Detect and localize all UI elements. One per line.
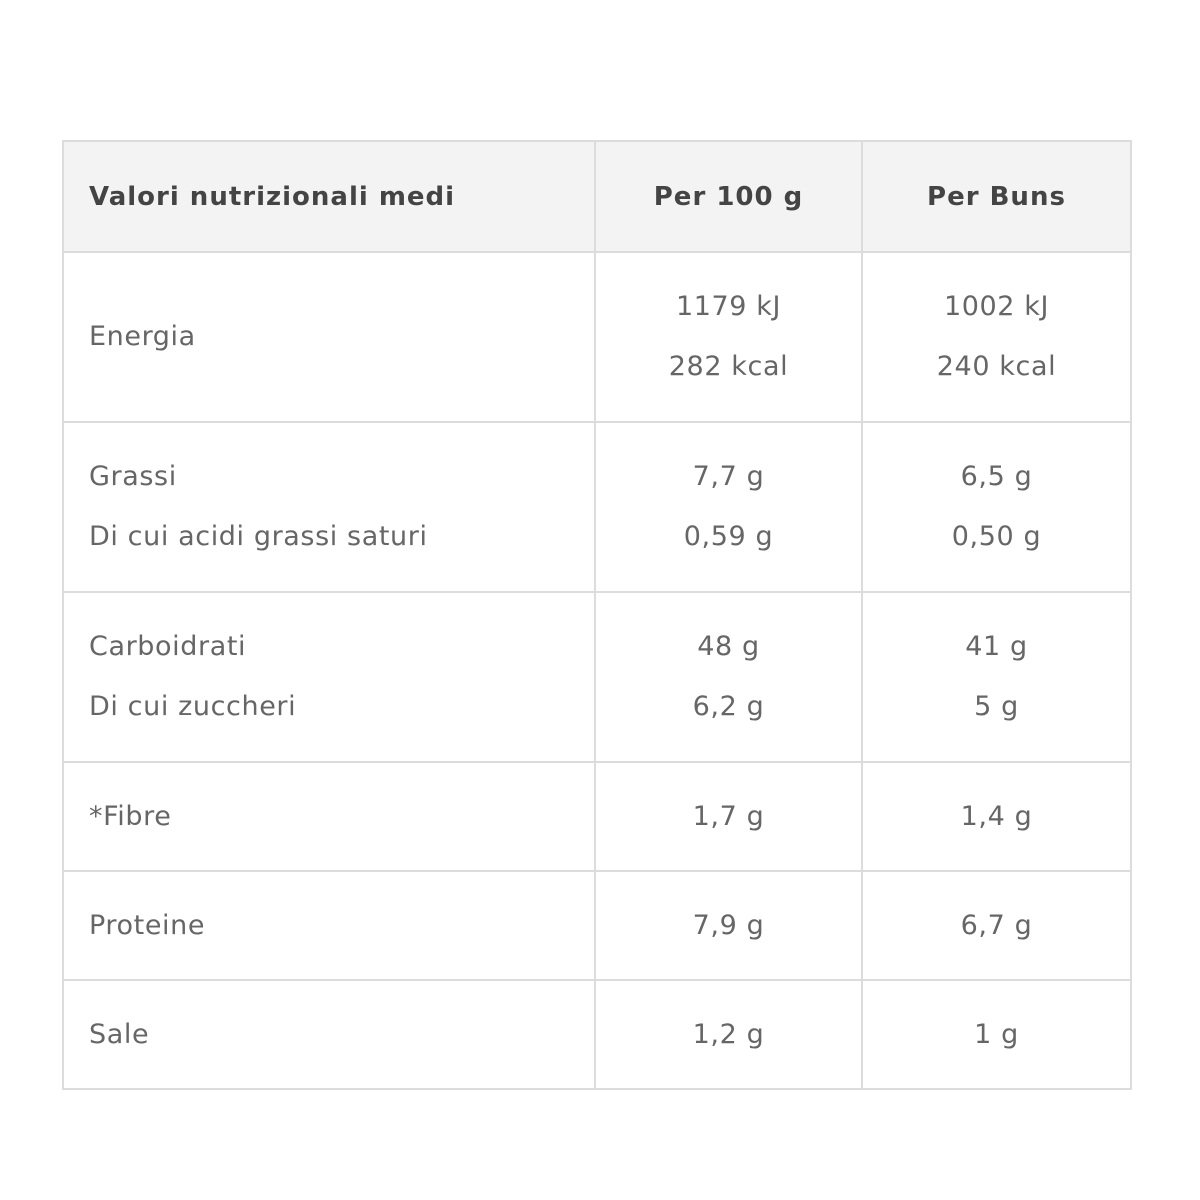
cell-text: 7,9 g: [692, 909, 765, 941]
cell-text: 282 kcal: [668, 351, 789, 382]
table-row: Proteine 7,9 g 6,7 g: [62, 870, 1132, 981]
per-buns-cell: 6,7 g: [861, 870, 1132, 981]
per-100g-cell: 1,7 g: [594, 761, 863, 872]
per-buns-cell: 1002 kJ 240 kcal: [861, 251, 1132, 423]
cell-text: Proteine: [89, 909, 206, 941]
nutrient-cell: *Fibre: [62, 761, 596, 872]
per-buns-cell: 6,5 g 0,50 g: [861, 421, 1132, 593]
cell-text: Di cui acidi grassi saturi: [89, 521, 428, 552]
cell-text: 240 kcal: [936, 351, 1057, 382]
cell-text: 1 g: [974, 1018, 1019, 1050]
cell-text: Di cui zuccheri: [89, 691, 297, 722]
cell-text: 0,50 g: [951, 521, 1042, 552]
per-100g-cell: 7,9 g: [594, 870, 863, 981]
nutrient-cell: Grassi Di cui acidi grassi saturi: [62, 421, 596, 593]
header-per-buns: Per Buns: [861, 140, 1132, 253]
nutrient-cell: Sale: [62, 979, 596, 1090]
table-row: Grassi Di cui acidi grassi saturi 7,7 g 0,5…: [62, 421, 1132, 593]
cell-text: 41 g: [965, 631, 1028, 662]
per-100g-cell: 1179 kJ 282 kcal: [594, 251, 863, 423]
table-row: *Fibre 1,7 g 1,4 g: [62, 761, 1132, 872]
cell-text: Carboidrati: [89, 631, 247, 662]
nutrient-cell: Energia: [62, 251, 596, 423]
cell-text: 1,7 g: [692, 800, 765, 832]
cell-text: Grassi: [89, 461, 177, 492]
nutrition-table: Valori nutrizionali medi Per 100 g Per B…: [62, 140, 1132, 1090]
cell-text: Sale: [89, 1018, 150, 1050]
cell-text: 1,2 g: [692, 1018, 765, 1050]
nutrient-cell: Carboidrati Di cui zuccheri: [62, 591, 596, 763]
per-100g-cell: 7,7 g 0,59 g: [594, 421, 863, 593]
per-100g-cell: 48 g 6,2 g: [594, 591, 863, 763]
table-row: Sale 1,2 g 1 g: [62, 979, 1132, 1090]
table-row: Energia 1179 kJ 282 kcal 1002 kJ 240 kcal: [62, 251, 1132, 423]
cell-text: 1179 kJ: [675, 291, 782, 322]
cell-text: 1,4 g: [960, 800, 1033, 832]
header-row: Valori nutrizionali medi Per 100 g Per B…: [62, 140, 1132, 253]
cell-text: 1002 kJ: [943, 291, 1050, 322]
table-row: Carboidrati Di cui zuccheri 48 g 6,2 g 41 g 5…: [62, 591, 1132, 763]
cell-text: 6,7 g: [960, 909, 1033, 941]
cell-text: 48 g: [697, 631, 760, 662]
cell-text: 0,59 g: [683, 521, 774, 552]
per-buns-cell: 1 g: [861, 979, 1132, 1090]
cell-text: 5 g: [974, 691, 1019, 722]
cell-text: 6,2 g: [692, 691, 765, 722]
cell-text: Energia: [89, 321, 196, 352]
nutrient-cell: Proteine: [62, 870, 596, 981]
header-per-100g: Per 100 g: [594, 140, 863, 253]
per-buns-cell: 1,4 g: [861, 761, 1132, 872]
cell-text: 6,5 g: [960, 461, 1033, 492]
header-nutrient: Valori nutrizionali medi: [62, 140, 596, 253]
cell-text: *Fibre: [89, 800, 172, 832]
per-buns-cell: 41 g 5 g: [861, 591, 1132, 763]
cell-text: 7,7 g: [692, 461, 765, 492]
per-100g-cell: 1,2 g: [594, 979, 863, 1090]
